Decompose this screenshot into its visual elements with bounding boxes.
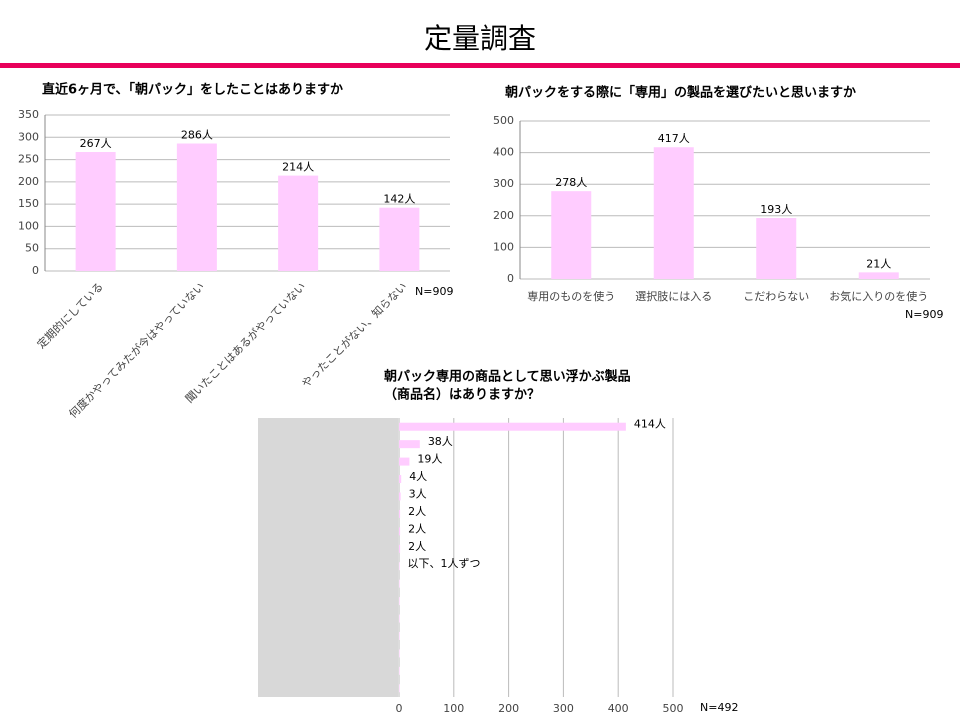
value-label: 4人	[409, 470, 427, 483]
value-label: 3人	[409, 487, 427, 500]
value-label: 21人	[866, 257, 891, 270]
bar	[551, 191, 592, 279]
x-tick-label: 300	[553, 702, 574, 715]
value-label: 267人	[80, 137, 112, 150]
y-tick-label: 300	[493, 177, 514, 190]
x-tick-label: 定期的にしている	[34, 279, 106, 351]
bar	[176, 143, 217, 271]
bar	[399, 684, 400, 693]
y-tick-label: 200	[493, 209, 514, 222]
bar	[399, 509, 401, 518]
value-label: 286人	[181, 129, 213, 142]
bar	[399, 562, 400, 571]
bar	[399, 579, 400, 588]
chart-title: （商品名）はありますか？	[384, 387, 540, 403]
sample-size-note: N=909	[905, 308, 943, 321]
masked-labels	[258, 418, 398, 697]
y-tick-label: 350	[18, 108, 39, 121]
title-rule	[0, 63, 960, 68]
x-tick-label: 200	[498, 702, 519, 715]
x-tick-label: 400	[608, 702, 629, 715]
bar	[399, 631, 400, 640]
x-tick-label: 100	[443, 702, 464, 715]
bar	[399, 614, 400, 623]
y-tick-label: 300	[18, 130, 39, 143]
y-tick-label: 150	[18, 197, 39, 210]
x-tick-label: お気に入りのを使う	[829, 289, 928, 303]
bar	[399, 649, 400, 658]
value-label: 19人	[417, 453, 442, 466]
x-tick-label: 選択肢には入る	[635, 289, 712, 303]
value-label: 以下、1人ずつ	[408, 557, 481, 570]
y-tick-label: 0	[32, 264, 39, 277]
bar	[653, 147, 694, 279]
bar	[399, 527, 401, 536]
y-tick-label: 200	[18, 175, 39, 188]
value-label: 2人	[408, 540, 426, 553]
y-tick-label: 500	[493, 114, 514, 127]
bar	[858, 272, 899, 279]
value-label: 193人	[760, 203, 792, 216]
value-label: 214人	[282, 161, 314, 174]
y-tick-label: 100	[18, 219, 39, 232]
bar	[756, 218, 797, 279]
value-label: 417人	[658, 132, 690, 145]
x-tick-label: 500	[663, 702, 684, 715]
slide-title: 定量調査	[424, 22, 536, 55]
value-label: 2人	[408, 505, 426, 518]
value-label: 2人	[408, 522, 426, 535]
y-tick-label: 0	[507, 272, 514, 285]
x-tick-label: 専用のものを使う	[527, 290, 615, 303]
chart-title: 朝パック専用の商品として思い浮かぶ製品	[384, 369, 631, 385]
bar	[399, 457, 410, 466]
bar	[399, 544, 401, 553]
y-tick-label: 50	[25, 242, 39, 255]
bar	[278, 175, 319, 271]
bar	[399, 597, 400, 606]
x-tick-label: 聞いたことはあるがやっていない	[182, 279, 308, 405]
x-tick-label: こだわらない	[743, 290, 809, 303]
bar	[399, 440, 420, 449]
value-label: 142人	[383, 193, 415, 206]
value-label: 414人	[634, 418, 666, 431]
x-tick-label: 0	[396, 702, 403, 715]
chart-title: 朝パックをする際に「専用」の製品を選びたいと思いますか	[505, 85, 856, 101]
bar	[379, 207, 420, 271]
y-tick-label: 250	[18, 153, 39, 166]
sample-size-note: N=492	[700, 701, 738, 714]
value-label: 278人	[555, 176, 587, 189]
chart-title: 直近6ヶ月で、「朝パック」をしたことはありますか	[42, 82, 343, 98]
bar	[399, 475, 402, 484]
value-label: 38人	[428, 435, 453, 448]
bar	[75, 151, 116, 271]
bar	[399, 666, 400, 675]
y-tick-label: 100	[493, 240, 514, 253]
sample-size-note: N=909	[415, 285, 453, 298]
y-tick-label: 400	[493, 146, 514, 159]
bar	[399, 492, 401, 501]
bar	[399, 422, 626, 431]
